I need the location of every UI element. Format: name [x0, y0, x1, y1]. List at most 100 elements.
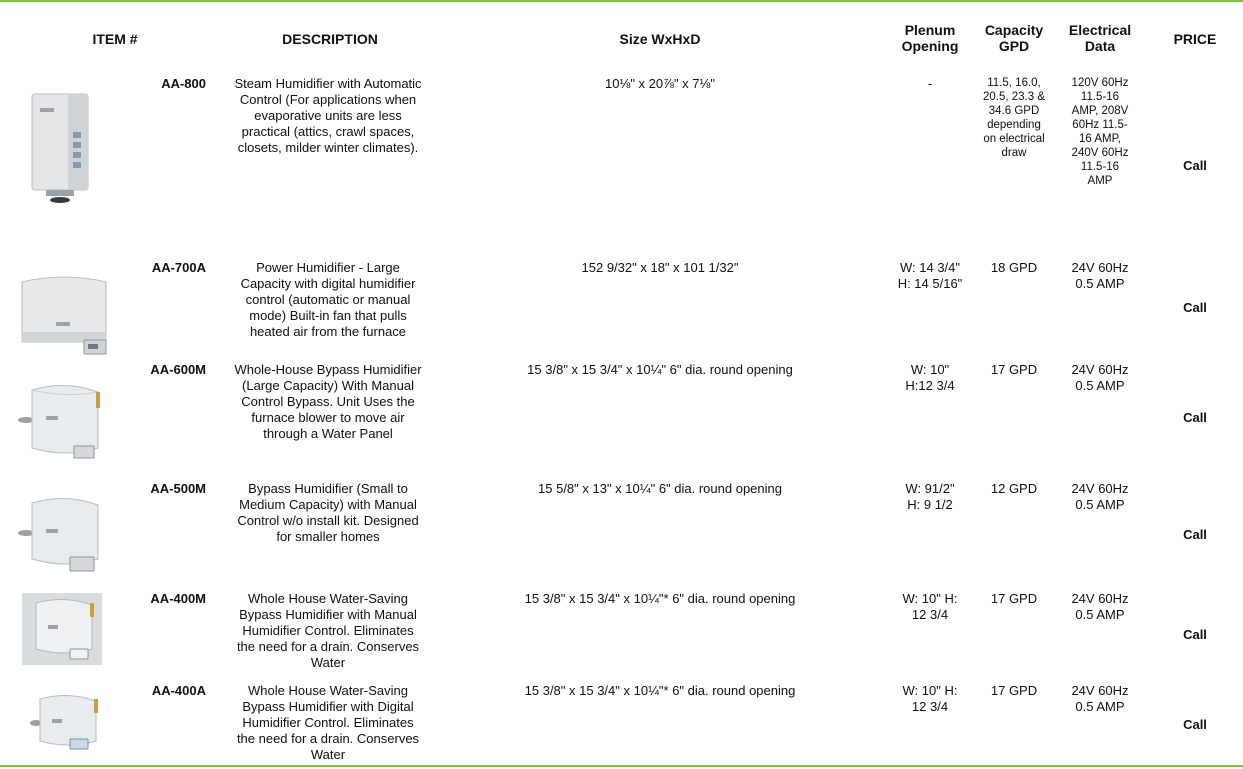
header-plenum-line: Plenum	[904, 22, 956, 38]
electrical-line: 0.5 AMP	[1075, 699, 1125, 714]
capacity-line: 17 GPD	[990, 591, 1038, 606]
header-price: PRICE	[1173, 31, 1217, 47]
description-line: Control (For applications when	[239, 92, 417, 107]
electrical-line: 0.5 AMP	[1075, 378, 1125, 393]
electrical-line: 24V 60Hz	[1071, 362, 1129, 377]
electrical-line: 240V 60Hz	[1071, 147, 1129, 159]
description-line: mode) Built-in fan that pulls	[249, 308, 407, 323]
description-line: Humidifier Control. Eliminates	[242, 623, 414, 638]
table-row: AA-400A Whole House Water-Saving Bypass …	[0, 683, 1243, 763]
header-capacity-line: Capacity	[984, 22, 1044, 38]
description-line: Bypass Humidifier (Small to	[248, 481, 408, 496]
bypass-humidifier-image	[18, 497, 99, 572]
description-line: the need for a drain. Conserves	[236, 639, 420, 654]
price: Call	[1183, 527, 1207, 542]
description: Steam Humidifier with Automatic Control …	[208, 76, 448, 156]
description-line: Whole-House Bypass Humidifier	[234, 362, 422, 377]
price: Call	[1183, 158, 1207, 173]
price: Call	[1183, 627, 1207, 642]
description-line: Bypass Humidifier with Digital	[242, 699, 414, 714]
header-size: Size WxHxD	[619, 31, 701, 47]
size-dimensions: 15 3/8" x 15 3/4" x 10¼"* 6" dia. round …	[524, 683, 796, 698]
description-line: Humidifier Control. Eliminates	[242, 715, 414, 730]
capacity-line: 17 GPD	[990, 683, 1038, 698]
electrical-line: 24V 60Hz	[1071, 683, 1129, 698]
electrical-data: 24V 60Hz 0.5 AMP	[1050, 481, 1150, 513]
water-saving-humidifier-image	[22, 593, 102, 665]
description-line: for smaller homes	[276, 529, 380, 544]
capacity: 11.5, 16.0, 20.5, 23.3 & 34.6 GPD depend…	[974, 76, 1054, 160]
bottom-rule	[0, 765, 1243, 767]
size-dimensions: 10⅛" x 20⅞" x 7⅛"	[605, 76, 715, 91]
description: Whole-House Bypass Humidifier (Large Cap…	[208, 362, 448, 442]
table-row: AA-600M Whole-House Bypass Humidifier (L…	[0, 362, 1243, 472]
description-line: closets, milder winter climates).	[237, 140, 419, 155]
electrical-data: 24V 60Hz 0.5 AMP	[1050, 362, 1150, 394]
item-number: AA-400A	[151, 683, 206, 698]
table-row: AA-800 Steam Humidifier with Automatic C…	[0, 76, 1243, 236]
plenum-line: W: 91/2"	[905, 481, 955, 496]
plenum-opening: W: 10" H: 12 3/4	[860, 591, 1000, 623]
capacity-line: 18 GPD	[990, 260, 1038, 275]
description-line: furnace blower to move air	[251, 410, 405, 425]
electrical-data: 24V 60Hz 0.5 AMP	[1050, 260, 1150, 292]
description-line: evaporative units are less	[254, 108, 402, 123]
description: Bypass Humidifier (Small to Medium Capac…	[208, 481, 448, 545]
description-line: Control w/o install kit. Designed	[237, 513, 419, 528]
description-line: Whole House Water-Saving	[248, 683, 408, 698]
electrical-line: 0.5 AMP	[1075, 497, 1125, 512]
header-plenum-line: Opening	[901, 38, 959, 54]
plenum-line: 12 3/4	[911, 607, 949, 622]
description: Power Humidifier - Large Capacity with d…	[208, 260, 448, 340]
plenum-opening: W: 10" H:12 3/4	[860, 362, 1000, 394]
table-row: AA-500M Bypass Humidifier (Small to Medi…	[0, 481, 1243, 581]
capacity: 17 GPD	[974, 591, 1054, 607]
electrical-data: 120V 60Hz 11.5-16 AMP, 208V 60Hz 11.5- 1…	[1055, 76, 1145, 188]
description-line: (Large Capacity) With Manual	[242, 378, 414, 393]
capacity-line: 11.5, 16.0,	[987, 77, 1041, 89]
description-line: Water	[310, 655, 346, 670]
top-rule	[0, 0, 1243, 2]
price: Call	[1183, 717, 1207, 732]
table-row: AA-400M Whole House Water-Saving Bypass …	[0, 591, 1243, 679]
electrical-data: 24V 60Hz 0.5 AMP	[1050, 591, 1150, 623]
description-line: practical (attics, crawl spaces,	[241, 124, 415, 139]
description-line: Power Humidifier - Large	[256, 260, 400, 275]
description-line: through a Water Panel	[263, 426, 393, 441]
size-dimensions: 15 5/8" x 13" x 10¼" 6" dia. round openi…	[538, 481, 782, 496]
description-line: Control Bypass. Unit Uses the	[241, 394, 415, 409]
item-number: AA-500M	[150, 481, 206, 496]
electrical-line: 24V 60Hz	[1071, 260, 1129, 275]
size-dimensions: 15 3/8" x 15 3/4" x 10¼"* 6" dia. round …	[524, 591, 796, 606]
description-line: heated air from the furnace	[249, 324, 407, 339]
capacity-line: 20.5, 23.3 &	[982, 91, 1046, 103]
electrical-data: 24V 60Hz 0.5 AMP	[1050, 683, 1150, 715]
header-electrical-line: Electrical	[1068, 22, 1132, 38]
electrical-line: 60Hz 11.5-	[1072, 119, 1128, 131]
electrical-line: 0.5 AMP	[1075, 276, 1125, 291]
description-line: Steam Humidifier with Automatic	[234, 76, 422, 91]
capacity-line: 34.6 GPD	[988, 105, 1040, 117]
price: Call	[1183, 300, 1207, 315]
capacity-line: 17 GPD	[990, 362, 1038, 377]
item-number: AA-600M	[150, 362, 206, 377]
power-humidifier-image	[21, 276, 107, 355]
electrical-line: 0.5 AMP	[1075, 607, 1125, 622]
plenum-opening: W: 91/2" H: 9 1/2	[860, 481, 1000, 513]
plenum-line: -	[927, 76, 933, 91]
description: Whole House Water-Saving Bypass Humidifi…	[208, 591, 448, 679]
plenum-line: H: 9 1/2	[907, 497, 953, 512]
plenum-line: W: 14 3/4"	[899, 260, 961, 275]
header-capacity: Capacity GPD	[974, 22, 1054, 54]
electrical-line: AMP	[1087, 175, 1113, 187]
capacity: 12 GPD	[974, 481, 1054, 497]
electrical-line: AMP, 208V	[1071, 105, 1129, 117]
electrical-line: 16 AMP,	[1079, 133, 1121, 145]
size-dimensions: 152 9/32" x 18" x 101 1/32"	[581, 260, 739, 275]
description-line: control (automatic or manual	[245, 292, 411, 307]
description-line: Bypass Humidifier with Manual	[239, 607, 417, 622]
steam-humidifier-image	[31, 93, 89, 203]
description: Whole House Water-Saving Bypass Humidifi…	[208, 683, 448, 763]
table-row: AA-700A Power Humidifier - Large Capacit…	[0, 260, 1243, 360]
header-description: DESCRIPTION	[282, 31, 378, 47]
